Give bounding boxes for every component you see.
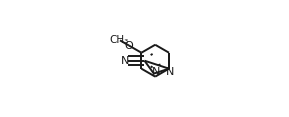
- Text: CH₃: CH₃: [109, 35, 128, 45]
- Text: O: O: [125, 41, 133, 51]
- Text: N: N: [152, 67, 160, 77]
- Text: N: N: [121, 56, 130, 66]
- Text: N: N: [166, 67, 174, 77]
